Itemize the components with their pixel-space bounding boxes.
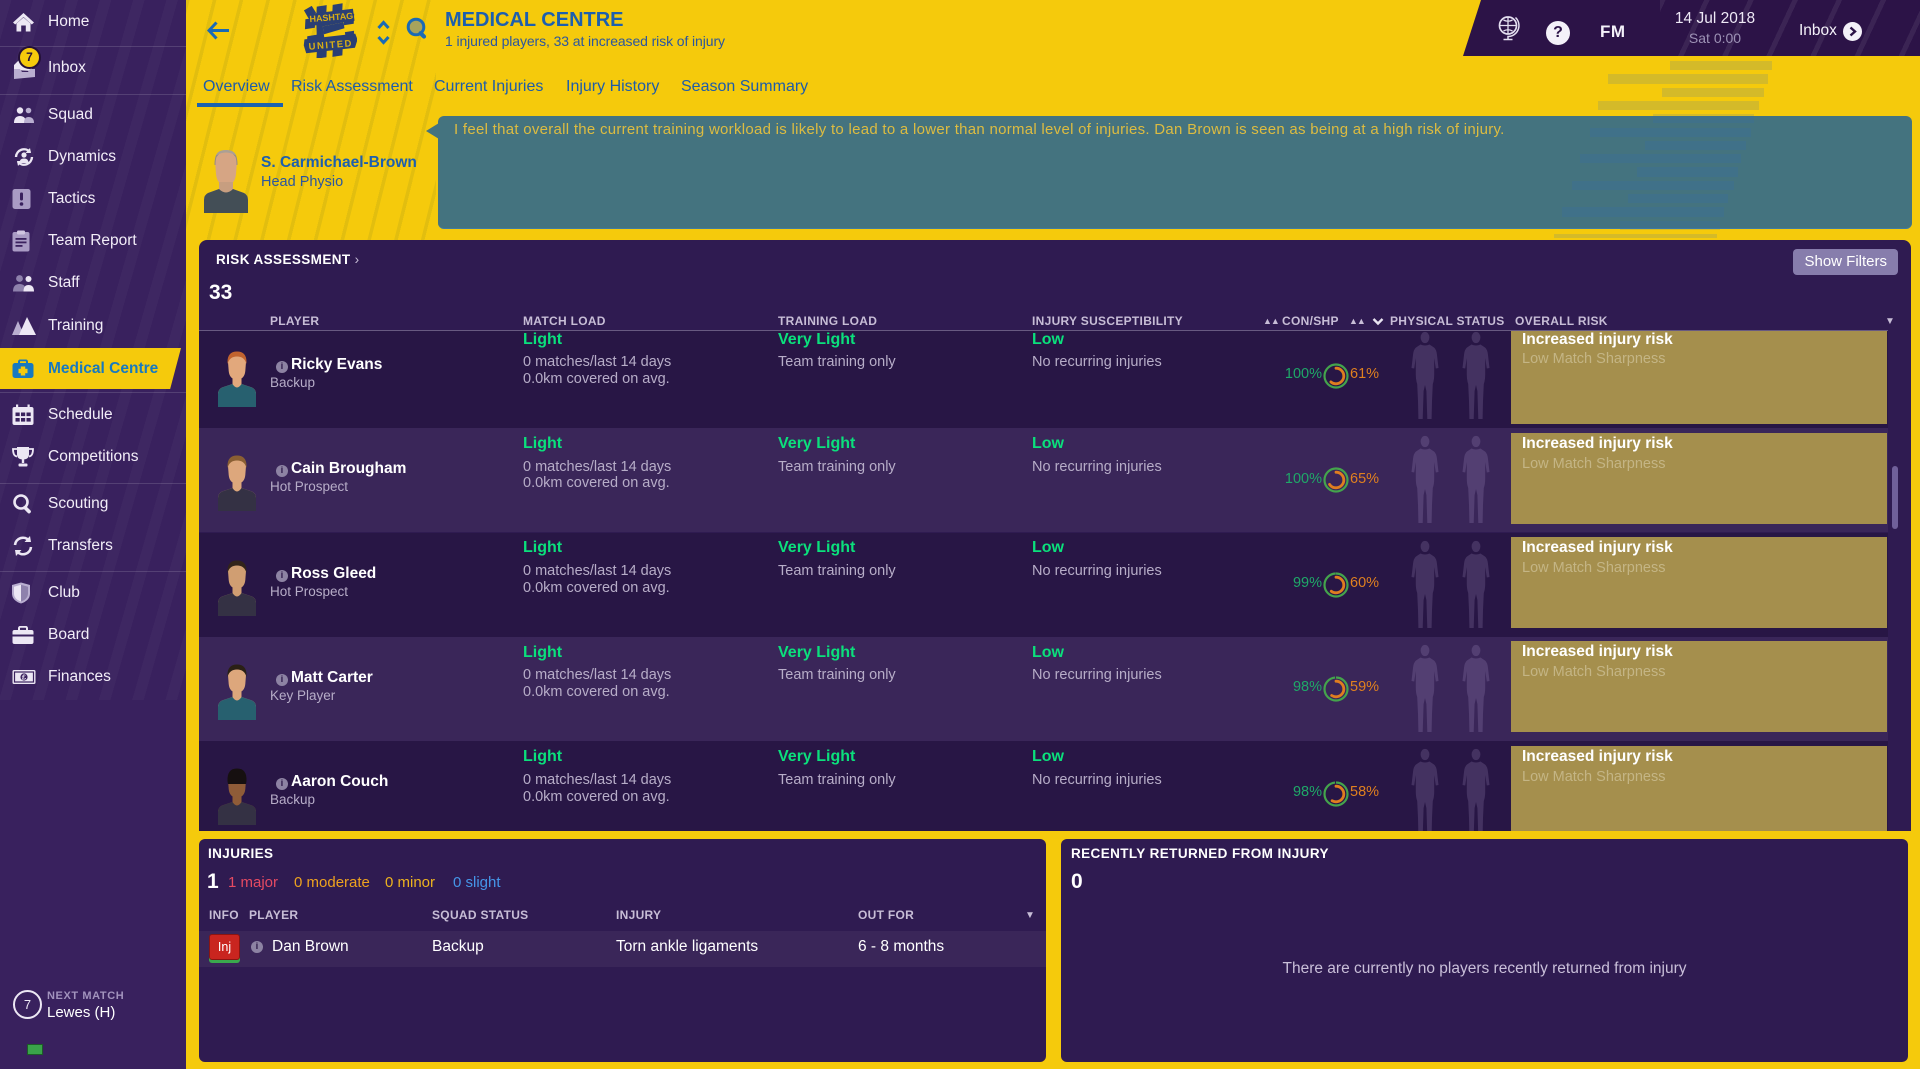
- svg-text:£: £: [22, 673, 27, 682]
- svg-text:HASHTAG: HASHTAG: [309, 11, 353, 24]
- svg-text:UNITED: UNITED: [308, 38, 353, 52]
